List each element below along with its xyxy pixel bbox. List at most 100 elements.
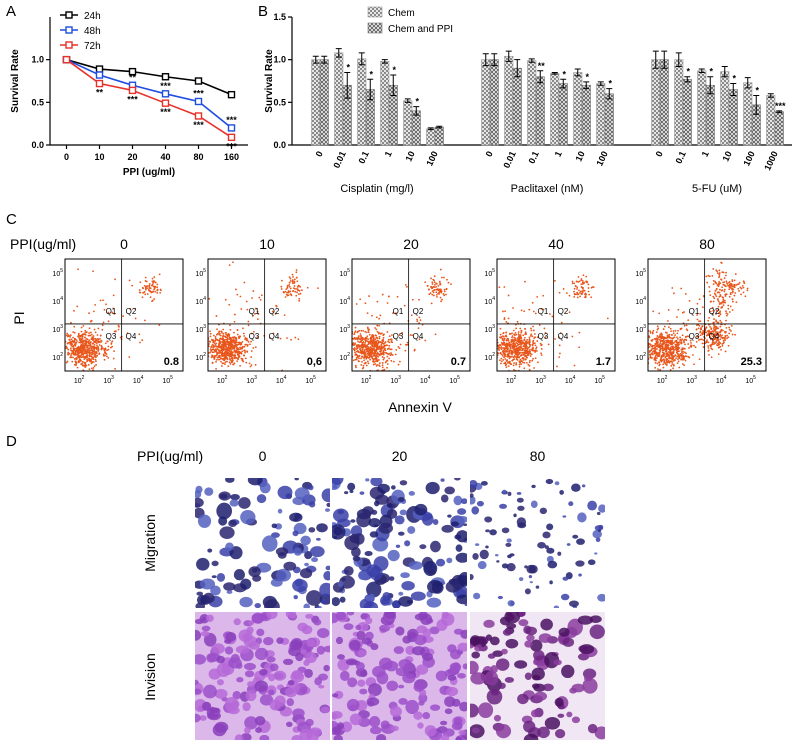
cell (308, 484, 314, 491)
cell (472, 552, 479, 560)
event-dot (80, 347, 83, 350)
bar (697, 70, 707, 146)
significance-label: * (346, 62, 350, 72)
event-dot (82, 353, 85, 356)
error-bar (684, 76, 691, 83)
error-bar (505, 50, 512, 62)
event-dot (729, 305, 732, 308)
event-dot (244, 357, 247, 360)
cell (225, 542, 234, 552)
y-tick-label: 103 (484, 324, 495, 334)
tick-exponent: 2 (514, 375, 517, 381)
event-dot (574, 285, 577, 287)
event-dot (666, 347, 669, 350)
cell (368, 518, 381, 528)
error-bar (583, 81, 590, 90)
event-dot (360, 346, 363, 348)
event-dot (677, 390, 679, 392)
event-dot (234, 340, 237, 343)
event-dot (239, 348, 242, 351)
event-dot (533, 333, 536, 335)
event-dot (94, 358, 97, 361)
cell (332, 727, 341, 736)
bar (357, 58, 367, 146)
event-dot (658, 345, 661, 348)
event-dot (430, 286, 433, 288)
event-dot (383, 345, 386, 348)
event-dot (98, 344, 101, 346)
event-dot (224, 363, 226, 365)
event-dot (233, 313, 236, 316)
event-dot (505, 331, 508, 334)
event-dot (518, 365, 521, 368)
cell (539, 507, 548, 515)
micrograph (470, 478, 605, 608)
event-dot (405, 343, 407, 346)
event-dot (725, 310, 727, 313)
event-dot (508, 350, 511, 353)
event-dot (294, 290, 297, 293)
event-dot (250, 340, 252, 343)
x-tick-label: 102 (506, 375, 517, 385)
event-dot (232, 336, 235, 339)
event-dot (79, 339, 82, 342)
legend-marker (65, 41, 73, 49)
event-dot (536, 340, 539, 342)
error-bar (482, 53, 489, 67)
event-dot (679, 336, 681, 339)
event-dot (528, 340, 531, 342)
quadrant-label: Q3 (393, 332, 404, 341)
event-dot (77, 353, 80, 355)
event-dot (148, 289, 150, 292)
error-bar (537, 70, 544, 84)
cell (299, 568, 313, 579)
tick-exponent: 3 (254, 375, 257, 381)
cell (347, 677, 358, 688)
event-dot (540, 348, 543, 350)
event-dot (677, 344, 680, 347)
quadrant-label: Q2 (413, 307, 424, 316)
cell (381, 598, 387, 605)
event-dot (365, 364, 368, 367)
event-dot (671, 339, 673, 342)
event-dot (554, 338, 556, 340)
event-dot (354, 351, 356, 354)
event-dot (524, 346, 527, 349)
event-dot (501, 343, 504, 346)
event-dot (689, 345, 692, 348)
event-dot (534, 336, 536, 339)
cell (587, 723, 598, 734)
event-dot (699, 320, 702, 323)
event-dot (91, 336, 94, 339)
tick-exponent: 4 (428, 375, 431, 381)
event-dot (685, 352, 687, 355)
event-dot (204, 336, 206, 338)
significance-label: ** (96, 88, 104, 98)
event-dot (727, 336, 730, 339)
cell (416, 625, 428, 634)
plot-frame (207, 258, 327, 372)
event-dot (508, 362, 511, 365)
cell (244, 670, 255, 678)
event-dot (709, 326, 711, 328)
event-dot (227, 352, 230, 355)
x-tick-label: 10 (404, 150, 417, 163)
event-dot (698, 320, 700, 323)
event-dot (372, 336, 375, 339)
cell (516, 517, 527, 527)
event-dot (94, 355, 97, 358)
event-dot (371, 343, 374, 346)
cell (292, 578, 308, 593)
event-dot (719, 282, 722, 285)
event-dot (143, 284, 146, 287)
event-dot (411, 298, 414, 301)
cell (470, 672, 487, 685)
event-dot (504, 310, 506, 313)
point-marker (95, 65, 104, 73)
event-dot (159, 288, 162, 291)
cell (440, 734, 450, 740)
cell (516, 497, 524, 503)
event-dot (269, 336, 271, 339)
cell (240, 509, 256, 525)
event-dot (719, 293, 722, 296)
